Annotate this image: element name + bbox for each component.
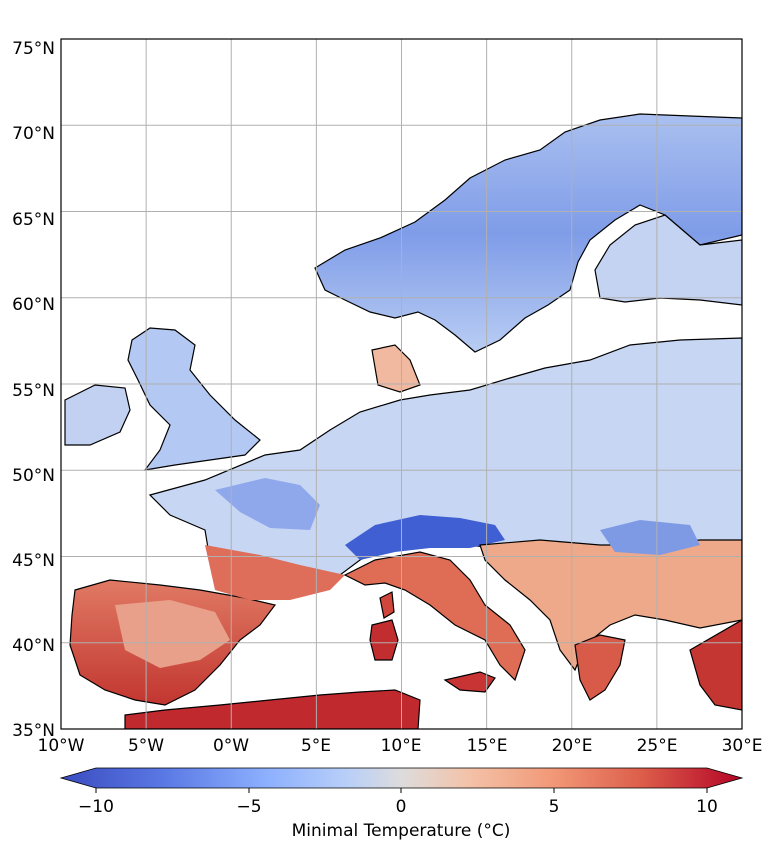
lat-tick-75: 75°N (12, 39, 55, 59)
lon-tick-25e: 25°E (637, 736, 678, 756)
lon-tick-10e: 10°E (381, 736, 422, 756)
lat-tick-35: 35°N (12, 721, 55, 741)
lon-tick-0w: 0°W (213, 736, 249, 756)
region-sicily (443, 671, 496, 693)
lat-tick-65: 65°N (12, 210, 55, 230)
region-italy (343, 551, 526, 682)
lon-tick-15e: 15°E (467, 736, 508, 756)
colorbar-tick-label-3: 5 (549, 797, 560, 817)
colorbar: −10 −5 0 5 10 Minimal Temperature (°C) (59, 767, 744, 841)
lon-tick-labels: 10°W 5°W 0°W 5°E 10°E 15°E 20°E 25°E 30°… (38, 736, 763, 756)
region-iberia-inner (115, 600, 230, 668)
lat-tick-70: 70°N (12, 124, 55, 144)
region-denmark (371, 344, 421, 393)
lon-tick-30e: 30°E (722, 736, 763, 756)
lat-tick-45: 45°N (12, 551, 55, 571)
region-sardinia (369, 619, 399, 661)
region-alps (345, 515, 505, 560)
region-corsica (379, 591, 395, 619)
colorbar-tick-label-0: −10 (78, 797, 114, 817)
region-great-britain (127, 327, 261, 471)
colorbar-tick-label-1: −5 (236, 797, 261, 817)
colorbar-body (59, 767, 744, 789)
region-finland-baltic (594, 214, 742, 306)
colorbar-label: Minimal Temperature (°C) (292, 821, 511, 841)
colorbar-tick-label-2: 0 (396, 797, 407, 817)
lat-tick-60: 60°N (12, 295, 55, 315)
lat-tick-labels: 75°N 70°N 65°N 60°N 55°N 50°N 45°N 40°N … (12, 39, 55, 741)
lon-tick-10w: 10°W (38, 736, 85, 756)
region-ireland (64, 384, 131, 446)
region-romania-cold (600, 520, 700, 555)
region-north-africa (124, 689, 421, 729)
region-scandinavia (314, 113, 742, 353)
lon-tick-5e: 5°E (301, 736, 331, 756)
lat-tick-40: 40°N (12, 636, 55, 656)
lat-tick-50: 50°N (12, 466, 55, 486)
region-south-france (205, 545, 345, 600)
colorbar-tick-label-4: 10 (696, 797, 718, 817)
region-france-cold (215, 478, 320, 530)
lon-tick-20e: 20°E (552, 736, 593, 756)
lon-tick-5w: 5°W (128, 736, 164, 756)
map-frame (60, 38, 743, 730)
region-greece (574, 634, 626, 701)
lat-tick-55: 55°N (12, 381, 55, 401)
